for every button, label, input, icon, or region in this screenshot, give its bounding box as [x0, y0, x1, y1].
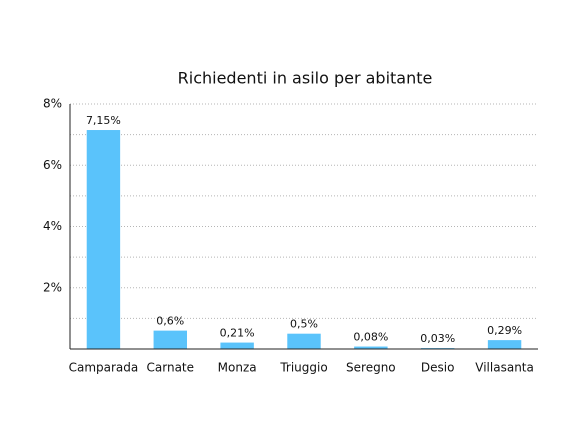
x-tick-label: Monza — [218, 361, 257, 375]
y-tick-label: 2% — [43, 280, 62, 294]
value-label: 0,08% — [353, 331, 388, 344]
y-tick-label: 6% — [43, 158, 62, 172]
bar — [287, 333, 321, 349]
bar — [86, 130, 121, 349]
x-tick-label: Triuggio — [279, 361, 327, 375]
chart-title: Richiedenti in asilo per abitante — [178, 69, 433, 88]
bar — [487, 340, 522, 349]
bar — [220, 342, 254, 349]
value-label: 0,5% — [290, 318, 318, 331]
value-label: 0,6% — [156, 315, 184, 328]
y-tick-label: 4% — [43, 219, 62, 233]
value-label: 0,21% — [220, 327, 255, 340]
value-label: 0,03% — [420, 332, 455, 345]
x-tick-label: Camparada — [69, 361, 139, 375]
x-tick-label: Desio — [421, 361, 455, 375]
value-label: 0,29% — [487, 324, 522, 337]
y-tick-label: 8% — [43, 97, 62, 111]
bar — [354, 346, 388, 349]
value-label: 7,15% — [86, 114, 121, 127]
bar — [153, 330, 187, 349]
x-tick-label: Villasanta — [475, 361, 534, 375]
x-tick-label: Carnate — [147, 361, 195, 375]
x-tick-label: Seregno — [346, 361, 396, 375]
